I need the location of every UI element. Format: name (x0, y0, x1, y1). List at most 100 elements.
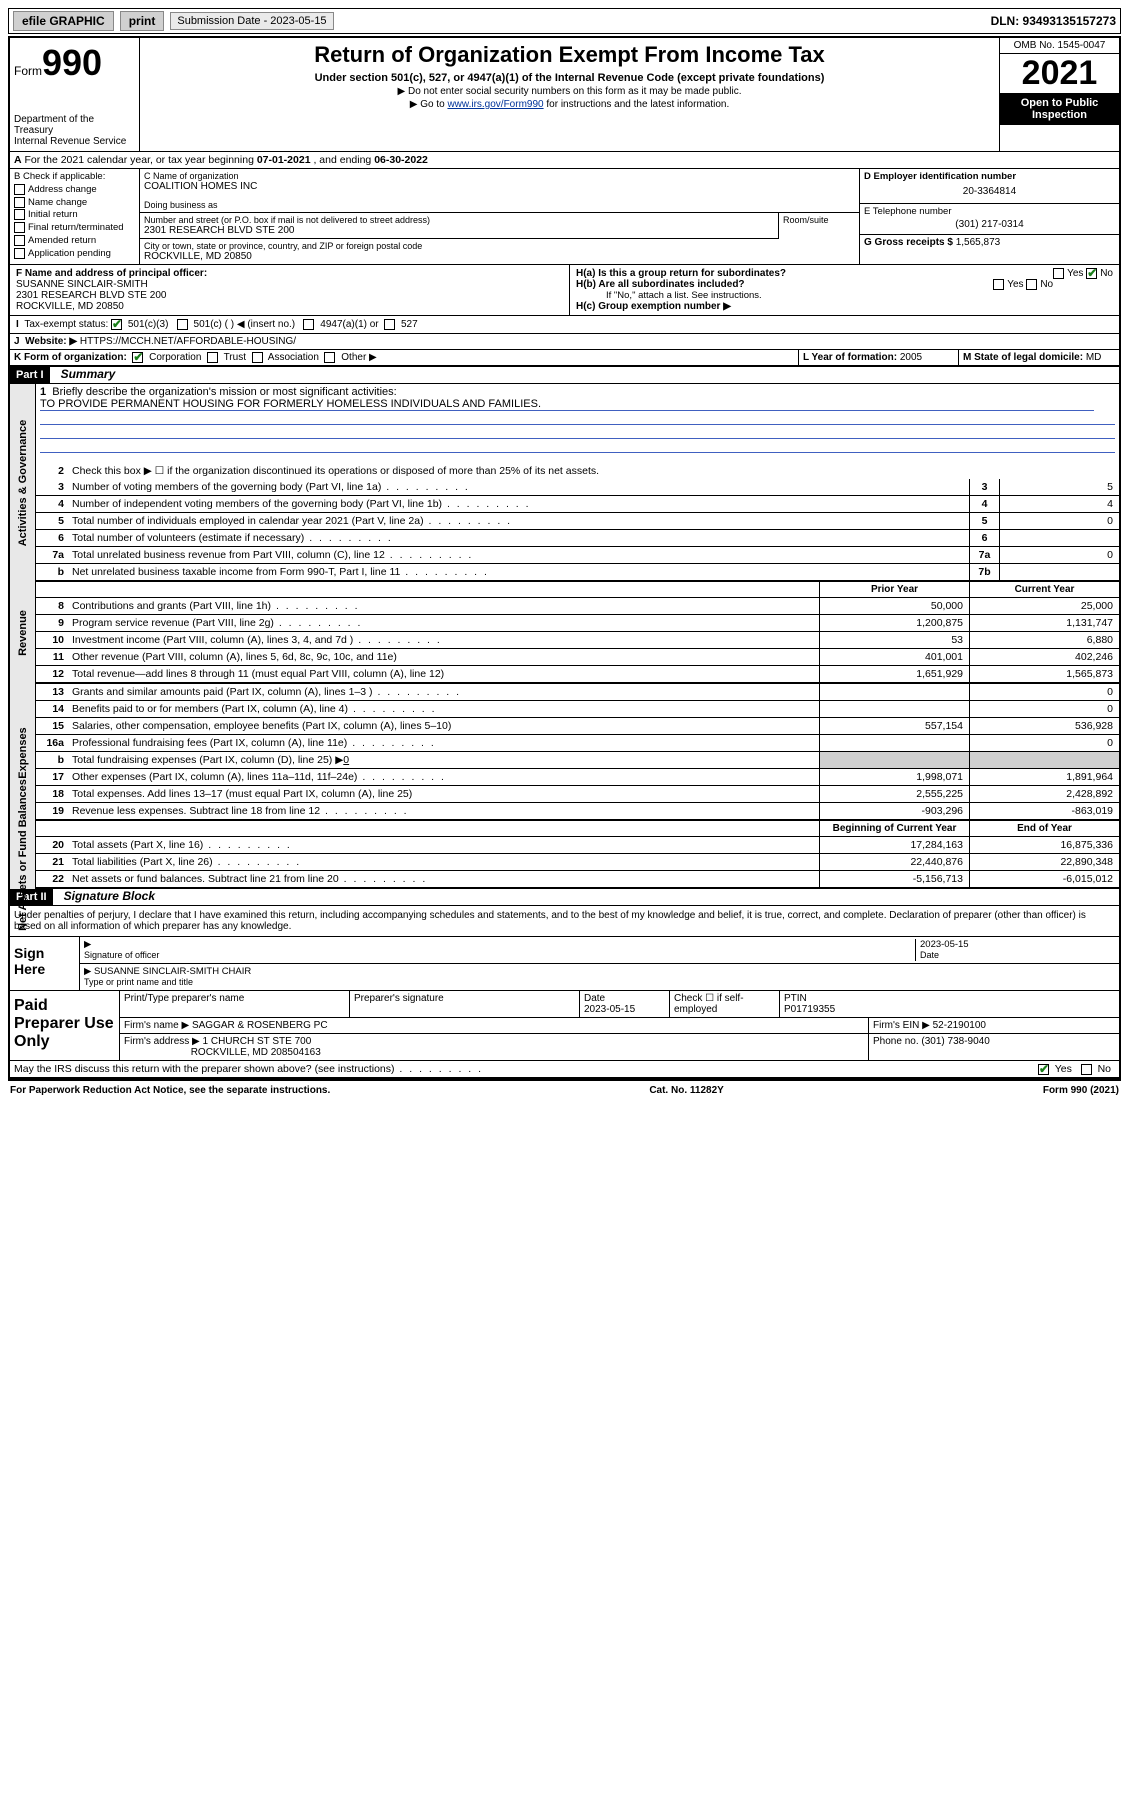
p19: -903,296 (819, 803, 969, 819)
chk-trust[interactable] (207, 352, 218, 363)
p18: 2,555,225 (819, 786, 969, 802)
row-l-year: L Year of formation: 2005 (799, 350, 959, 365)
form-id-box: Form990 Department of the Treasury Inter… (10, 38, 140, 151)
org-name-cell: C Name of organization COALITION HOMES I… (140, 169, 859, 213)
chk-final-return[interactable]: Final return/terminated (14, 222, 135, 235)
mission-text: TO PROVIDE PERMANENT HOUSING FOR FORMERL… (40, 398, 1094, 411)
form-subtitle: Under section 501(c), 527, or 4947(a)(1)… (148, 72, 991, 84)
p16a (819, 735, 969, 751)
c18: 2,428,892 (969, 786, 1119, 802)
e21: 22,890,348 (969, 854, 1119, 870)
form-number: 990 (42, 42, 102, 83)
omb-number: OMB No. 1545-0047 (1000, 38, 1119, 54)
p9: 1,200,875 (819, 615, 969, 631)
officer-addr1: 2301 RESEARCH BLVD STE 200 (16, 290, 166, 301)
officer-cell: F Name and address of principal officer:… (10, 265, 570, 315)
val-4: 4 (999, 496, 1119, 512)
signature-field[interactable]: ▶Signature of officer (84, 939, 915, 961)
preparer-sig-hdr: Preparer's signature (350, 991, 580, 1017)
c15: 536,928 (969, 718, 1119, 734)
val-7a: 0 (999, 547, 1119, 563)
line-16b: Total fundraising expenses (Part IX, col… (68, 752, 819, 768)
chk-discuss-yes[interactable] (1038, 1064, 1049, 1075)
p15: 557,154 (819, 718, 969, 734)
line-21: Total liabilities (Part X, line 26) (68, 854, 819, 870)
irs-label: Internal Revenue Service (14, 136, 135, 147)
dln: DLN: 93493135157273 (991, 14, 1116, 28)
chk-initial-return[interactable]: Initial return (14, 209, 135, 222)
firm-name: Firm's name ▶ SAGGAR & ROSENBERG PC (120, 1018, 869, 1033)
chk-association[interactable] (252, 352, 263, 363)
firm-ein: Firm's EIN ▶ 52-2190100 (869, 1018, 1119, 1033)
org-name: COALITION HOMES INC (144, 181, 855, 192)
chk-application-pending[interactable]: Application pending (14, 248, 135, 261)
line-20: Total assets (Part X, line 16) (68, 837, 819, 853)
line-11: Other revenue (Part VIII, column (A), li… (68, 649, 819, 665)
ein-cell: D Employer identification number 20-3364… (860, 169, 1119, 204)
part1-title: Summary (61, 367, 116, 381)
c10: 6,880 (969, 632, 1119, 648)
line-8: Contributions and grants (Part VIII, lin… (68, 598, 819, 614)
print-button[interactable]: print (120, 11, 165, 31)
officer-name-field: ▶ SUSANNE SINCLAIR-SMITH CHAIRType or pr… (84, 966, 1115, 988)
line-22: Net assets or fund balances. Subtract li… (68, 871, 819, 887)
row-k-org-form: K Form of organization: Corporation Trus… (10, 350, 799, 365)
ha-label: H(a) Is this a group return for subordin… (576, 268, 786, 279)
row-a-period: A For the 2021 calendar year, or tax yea… (10, 152, 1119, 169)
e20: 16,875,336 (969, 837, 1119, 853)
tax-status-label: Tax-exempt status: (24, 319, 108, 330)
row-i-tax-status: I Tax-exempt status: 501(c)(3) 501(c) ( … (10, 316, 1119, 333)
part2-title: Signature Block (64, 889, 155, 903)
line-12: Total revenue—add lines 8 through 11 (mu… (68, 666, 819, 682)
footer-left: For Paperwork Reduction Act Notice, see … (10, 1085, 330, 1096)
chk-other[interactable] (324, 352, 335, 363)
vtab-revenue: Revenue (10, 582, 36, 684)
line-7b: Net unrelated business taxable income fr… (68, 564, 969, 580)
city-value: ROCKVILLE, MD 20850 (144, 251, 855, 262)
perjury-declaration: Under penalties of perjury, I declare th… (10, 906, 1119, 937)
chk-discuss-no[interactable] (1081, 1064, 1092, 1075)
form-prefix: Form (14, 64, 42, 78)
line-6: Total number of volunteers (estimate if … (68, 530, 969, 546)
line-2: Check this box ▶ ☐ if the organization d… (68, 463, 1119, 479)
line-15: Salaries, other compensation, employee b… (68, 718, 819, 734)
instr-link-row: ▶ Go to www.irs.gov/Form990 for instruct… (148, 99, 991, 110)
hb-note: If "No," attach a list. See instructions… (576, 290, 1113, 301)
instr-post: for instructions and the latest informat… (544, 99, 730, 110)
dba-label: Doing business as (144, 200, 855, 210)
sign-here-label: Sign Here (10, 937, 80, 990)
period-end: 06-30-2022 (374, 154, 428, 166)
open-to-public: Open to Public Inspection (1000, 93, 1119, 125)
line-13: Grants and similar amounts paid (Part IX… (68, 684, 819, 700)
chk-corporation[interactable] (132, 352, 143, 363)
col-b-checkboxes: B Check if applicable: Address change Na… (10, 169, 140, 264)
p17: 1,998,071 (819, 769, 969, 785)
chk-501c[interactable] (177, 319, 188, 330)
e22: -6,015,012 (969, 871, 1119, 887)
efile-label: efile GRAPHIC (13, 11, 114, 31)
line-14: Benefits paid to or for members (Part IX… (68, 701, 819, 717)
c14: 0 (969, 701, 1119, 717)
period-mid: , and ending (311, 154, 375, 166)
hdr-current: Current Year (969, 582, 1119, 597)
line-10: Investment income (Part VIII, column (A)… (68, 632, 819, 648)
chk-address-change[interactable]: Address change (14, 184, 135, 197)
self-employed-chk[interactable]: Check ☐ if self-employed (670, 991, 780, 1017)
chk-501c3[interactable] (111, 319, 122, 330)
c16a: 0 (969, 735, 1119, 751)
address-cell: Number and street (or P.O. box if mail i… (140, 213, 779, 239)
val-6 (999, 530, 1119, 546)
form990-link[interactable]: www.irs.gov/Form990 (447, 99, 543, 110)
chk-527[interactable] (384, 319, 395, 330)
officer-name: SUSANNE SINCLAIR-SMITH (16, 279, 148, 290)
form-title: Return of Organization Exempt From Incom… (148, 42, 991, 68)
val-5: 0 (999, 513, 1119, 529)
chk-amended-return[interactable]: Amended return (14, 235, 135, 248)
chk-4947[interactable] (303, 319, 314, 330)
preparer-date: Date2023-05-15 (580, 991, 670, 1017)
chk-name-change[interactable]: Name change (14, 197, 135, 210)
line-5: Total number of individuals employed in … (68, 513, 969, 529)
gross-value: 1,565,873 (956, 237, 1001, 248)
line-19: Revenue less expenses. Subtract line 18 … (68, 803, 819, 819)
line-18: Total expenses. Add lines 13–17 (must eq… (68, 786, 819, 802)
